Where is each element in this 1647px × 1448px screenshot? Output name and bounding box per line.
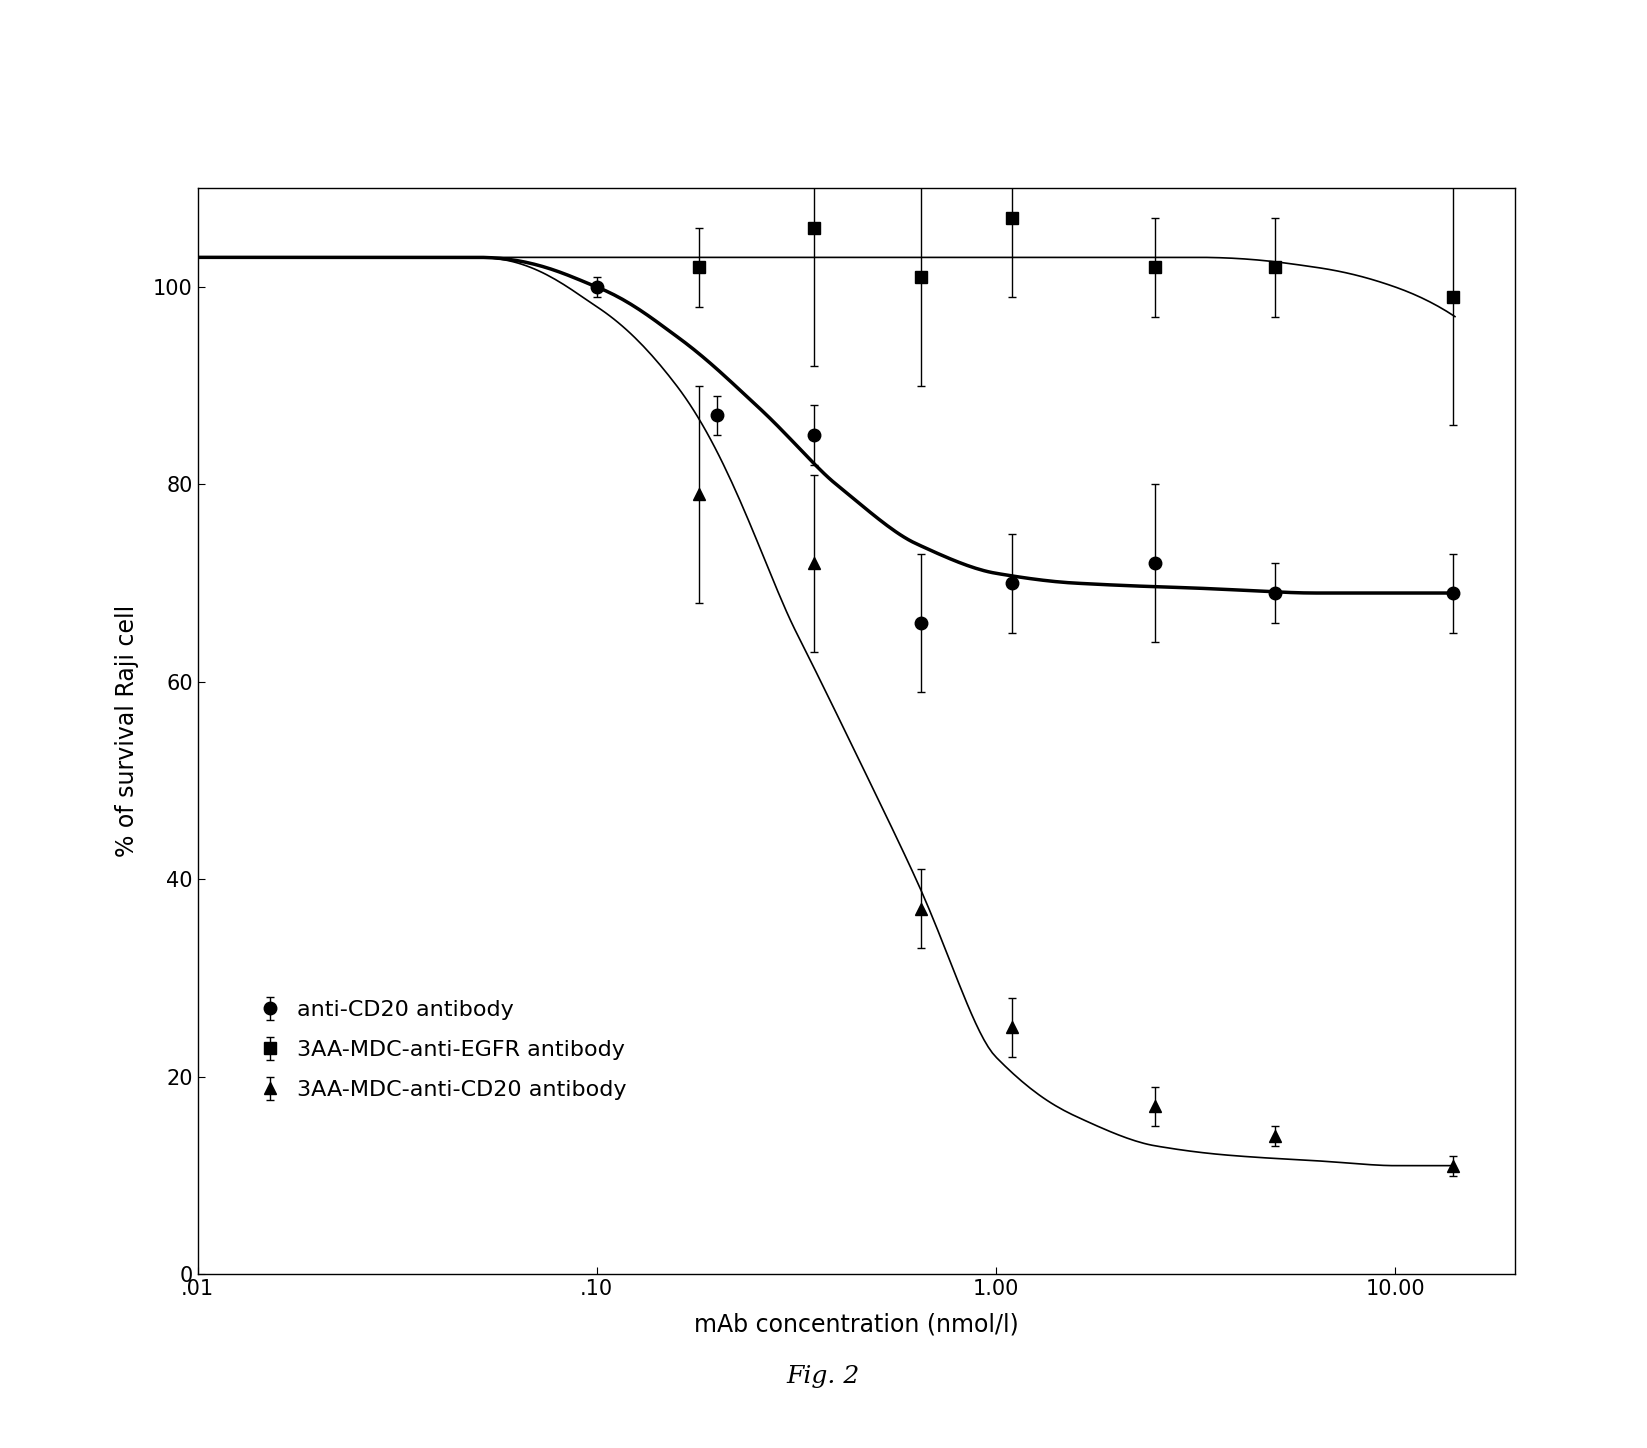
Legend: anti-CD20 antibody, 3AA-MDC-anti-EGFR antibody, 3AA-MDC-anti-CD20 antibody: anti-CD20 antibody, 3AA-MDC-anti-EGFR an… xyxy=(262,1001,626,1100)
Y-axis label: % of survival Raji cell: % of survival Raji cell xyxy=(115,605,138,857)
X-axis label: mAb concentration (nmol/l): mAb concentration (nmol/l) xyxy=(693,1313,1019,1337)
Text: Fig. 2: Fig. 2 xyxy=(787,1365,860,1387)
